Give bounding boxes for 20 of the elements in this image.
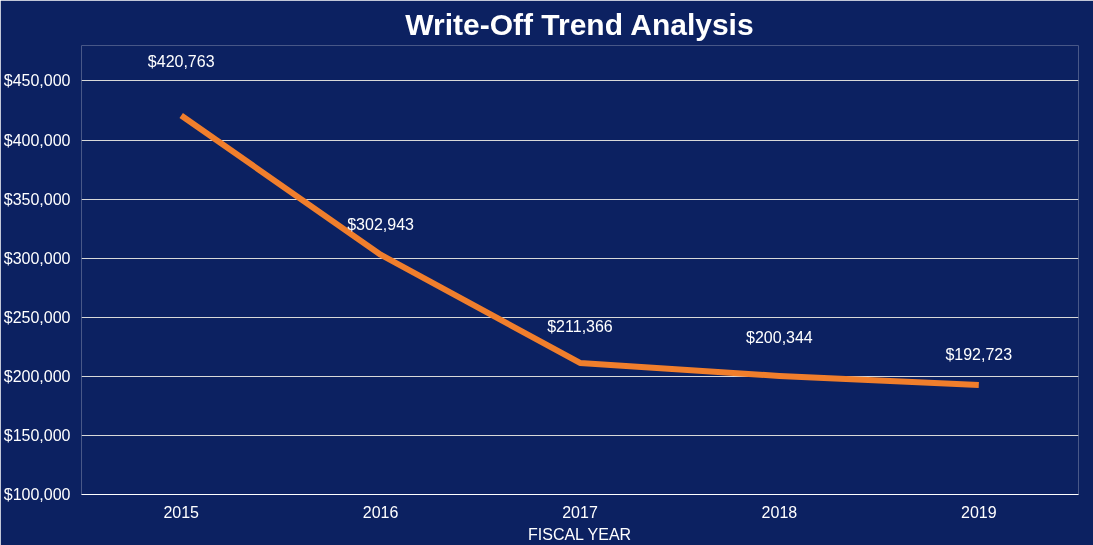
text: $302,943 [347,215,414,233]
text: $211,366 [547,317,613,335]
y-tick-label: $300,000 [3,249,71,267]
y-tick-label: $350,000 [3,190,71,208]
chart-title: Write-Off Trend Analysis [405,7,754,41]
x-axis-title: FISCAL YEAR [527,525,632,543]
y-tick-label: $450,000 [3,72,71,90]
x-tick-label: 2019 [961,503,997,521]
x-tick-label: 2016 [362,503,399,521]
y-tick-label: $200,000 [3,367,71,385]
text: $420,763 [147,53,215,71]
y-tick-label: $250,000 [3,308,71,326]
y-tick-label: $400,000 [3,131,71,149]
text: $192,723 [945,345,1013,363]
y-tick-label: $100,000 [3,486,71,503]
text: $200,344 [746,328,813,346]
x-tick-label: 2017 [562,503,598,521]
x-tick-label: 2015 [163,503,200,521]
x-tick-label: 2018 [761,503,798,521]
y-tick-label: $150,000 [3,426,71,444]
